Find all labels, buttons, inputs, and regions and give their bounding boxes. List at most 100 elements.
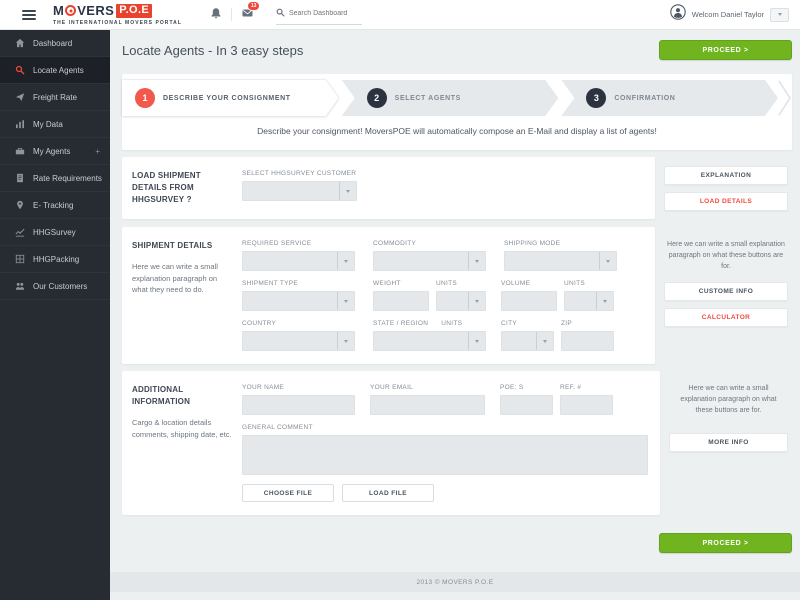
- weight-units-select[interactable]: [436, 291, 486, 311]
- country-select[interactable]: [242, 331, 355, 351]
- choose-file-button[interactable]: CHOOSE FILE: [242, 484, 334, 502]
- shipping-mode-select[interactable]: [504, 251, 617, 271]
- field-label: SELECT HHGSURVEY CUSTOMER: [242, 170, 357, 177]
- required-service-select[interactable]: [242, 251, 355, 271]
- city-select[interactable]: [501, 331, 554, 351]
- expand-plus-icon[interactable]: +: [95, 146, 100, 156]
- briefcase-icon: [15, 148, 25, 155]
- select-hhgsurvey-customer-field: SELECT HHGSURVEY CUSTOMER: [242, 170, 357, 206]
- hamburger-menu-icon[interactable]: [22, 9, 36, 20]
- user-name: Welcom Daniel Taylor: [691, 10, 764, 19]
- poe-s-input[interactable]: [500, 395, 553, 415]
- field-label: SHIPPING MODE: [504, 240, 561, 247]
- proceed-button-top[interactable]: PROCEED >: [659, 40, 792, 60]
- section-title: ADDITIONAL INFORMATION: [132, 385, 191, 406]
- copyright-text: 2013 © MOVERS P.O.E: [416, 578, 494, 586]
- search-input[interactable]: [288, 9, 359, 17]
- field-label: UNITS: [441, 320, 463, 327]
- calculator-button[interactable]: CALCULATOR: [664, 307, 788, 327]
- map-pin-icon: [17, 200, 23, 210]
- sidebar-item-label: My Data: [33, 119, 63, 129]
- top-header: M VERS P.O.E THE INTERNATIONAL MOVERS PORT…: [0, 0, 800, 30]
- your-email-input[interactable]: [370, 395, 485, 415]
- sidebar-item-hhgpacking[interactable]: HHGPacking: [0, 246, 110, 273]
- logo-m: M: [53, 3, 65, 18]
- sidebar-item-label: Freight Rate: [33, 92, 78, 102]
- people-icon: [15, 282, 25, 290]
- step-label: SELECT AGENTS: [394, 94, 461, 102]
- user-menu-button[interactable]: [770, 7, 789, 22]
- field-label: REF. #: [560, 384, 582, 391]
- step-wizard: 1 DESCRIBE YOUR CONSIGNMENT 2 SELECT AGE…: [122, 80, 792, 116]
- state-region-select[interactable]: [373, 331, 486, 351]
- wizard-card: 1 DESCRIBE YOUR CONSIGNMENT 2 SELECT AGE…: [122, 74, 792, 150]
- explanation-button[interactable]: EXPLANATION: [664, 166, 788, 185]
- mail-icon[interactable]: 13: [241, 0, 260, 24]
- sidebar-item-hhgsurvey[interactable]: HHGSurvey: [0, 219, 110, 246]
- sidebar-item-label: Dashboard: [33, 38, 73, 48]
- step-label: CONFIRMATION: [614, 94, 676, 102]
- sidebar-item-my-agents[interactable]: My Agents +: [0, 138, 110, 165]
- your-name-field: YOUR NAME: [242, 384, 355, 415]
- document-icon: [17, 173, 23, 183]
- your-name-input[interactable]: [242, 395, 355, 415]
- bell-icon[interactable]: [210, 6, 222, 24]
- proceed-button-bottom[interactable]: PROCEED >: [659, 533, 792, 553]
- logo-poe-box: P.O.E: [116, 3, 153, 18]
- select-chevron-icon: [337, 332, 354, 350]
- wizard-intro-text: Describe your consignment! MoversPOE wil…: [257, 126, 657, 136]
- field-label: SHIPMENT TYPE: [242, 280, 299, 287]
- volume-input[interactable]: [501, 291, 557, 311]
- avatar-icon[interactable]: [670, 4, 686, 25]
- wizard-step-2[interactable]: 2 SELECT AGENTS: [342, 80, 559, 116]
- wizard-step-3[interactable]: 3 CONFIRMATION: [561, 80, 778, 116]
- section-load-shipment: LOAD SHIPMENT DETAILS FROM HHGSURVEY ? S…: [122, 157, 792, 219]
- field-label: UNITS: [436, 280, 457, 287]
- select-chevron-icon: [468, 332, 485, 350]
- volume-units-select[interactable]: [564, 291, 614, 311]
- section-description: Here we can write a small explanation pa…: [132, 262, 218, 295]
- field-label: POE: S: [500, 384, 524, 391]
- step-number-badge: 2: [367, 88, 387, 108]
- mail-badge: 13: [247, 0, 260, 11]
- ref-input[interactable]: [560, 395, 613, 415]
- sidebar-item-label: My Agents: [33, 146, 71, 156]
- hhgsurvey-customer-select[interactable]: [242, 181, 357, 201]
- step-number-badge: 1: [135, 88, 155, 108]
- section-description: Cargo & location details comments, shipp…: [132, 418, 232, 439]
- commodity-select[interactable]: [373, 251, 486, 271]
- sidebar-item-label: Our Customers: [33, 281, 88, 291]
- load-file-button[interactable]: LOAD FILE: [342, 484, 434, 502]
- load-details-button[interactable]: LOAD DETAILS: [664, 192, 788, 211]
- zip-input[interactable]: [561, 331, 614, 351]
- search-icon: [15, 65, 25, 75]
- weight-input[interactable]: [373, 291, 429, 311]
- page-title: Locate Agents - In 3 easy steps: [122, 42, 304, 58]
- wizard-step-1[interactable]: 1 DESCRIBE YOUR CONSIGNMENT: [122, 80, 339, 116]
- shipment-type-select[interactable]: [242, 291, 355, 311]
- shipment-type-field: SHIPMENT TYPE: [242, 280, 355, 311]
- section-additional-information: ADDITIONAL INFORMATION Cargo & location …: [122, 371, 792, 515]
- sidebar: Dashboard Locate Agents Freight Rate My …: [0, 30, 110, 600]
- weight-units-field: UNITS: [436, 280, 486, 311]
- sidebar-item-dashboard[interactable]: Dashboard: [0, 30, 110, 57]
- field-label: CITY: [501, 320, 518, 327]
- sidebar-item-rate-requirements[interactable]: Rate Requirements: [0, 165, 110, 192]
- general-comment-textarea[interactable]: [242, 435, 648, 475]
- logo-vers: VERS: [77, 3, 115, 18]
- field-label: GENERAL COMMENT: [242, 424, 313, 431]
- app-logo[interactable]: M VERS P.O.E THE INTERNATIONAL MOVERS PORT…: [53, 3, 182, 26]
- sidebar-item-our-customers[interactable]: Our Customers: [0, 273, 110, 300]
- sidebar-item-locate-agents[interactable]: Locate Agents: [0, 57, 110, 84]
- custome-info-button[interactable]: CUSTOME INFO: [664, 281, 788, 301]
- chevron-down-icon: [777, 13, 782, 16]
- field-label: REQUIRED SERVICE: [242, 240, 312, 247]
- dashboard-search: [275, 4, 362, 25]
- logo-o-icon: [65, 5, 77, 16]
- sidebar-item-my-data[interactable]: My Data: [0, 111, 110, 138]
- sidebar-item-freight-rate[interactable]: Freight Rate: [0, 84, 110, 111]
- additional-form: YOUR NAME YOUR EMAIL POE: S REF. #: [242, 384, 648, 502]
- more-info-button[interactable]: MORE INFO: [669, 432, 788, 452]
- sidebar-item-e-tracking[interactable]: E- Tracking: [0, 192, 110, 219]
- country-field: COUNTRY: [242, 320, 355, 351]
